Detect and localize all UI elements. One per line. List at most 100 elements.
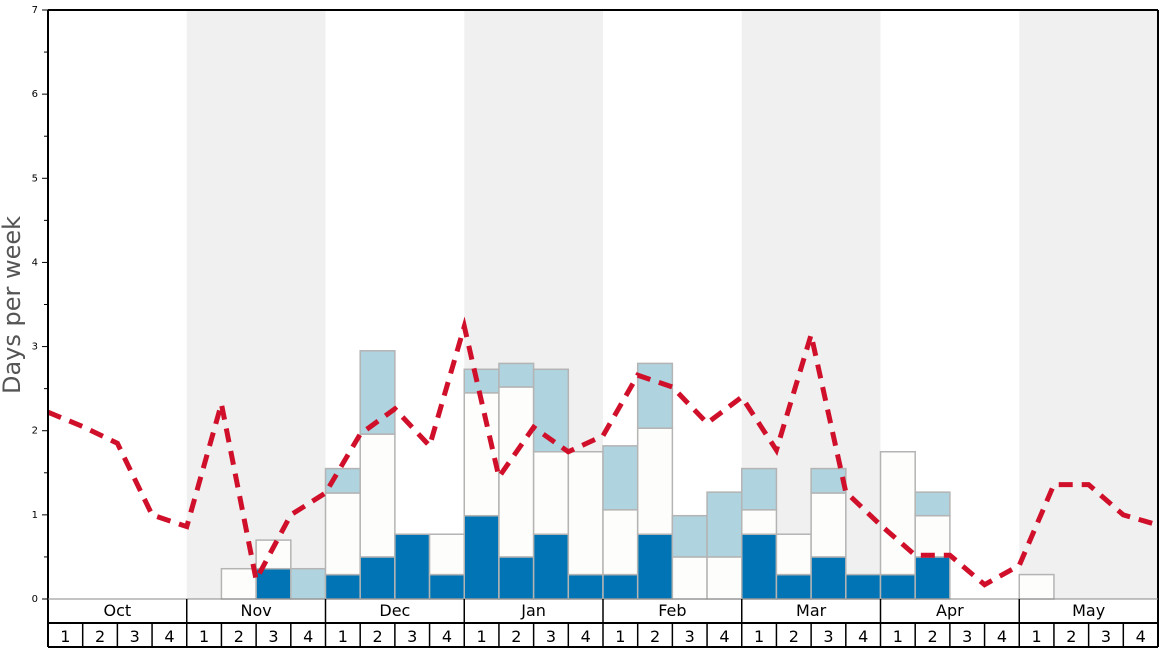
month-shade-nov xyxy=(186,10,326,599)
week-label: 4 xyxy=(442,627,452,646)
y-tick-label: 2 xyxy=(32,426,38,437)
bar-segment-dark xyxy=(394,533,431,600)
month-label-dec: Dec xyxy=(379,601,410,620)
trend-line xyxy=(47,316,1159,588)
week-label: 2 xyxy=(1066,627,1076,646)
bar-segment-dark xyxy=(498,556,535,600)
week-label: 3 xyxy=(685,627,695,646)
bar-segment-dark xyxy=(914,556,951,600)
bar-segment-white xyxy=(671,556,708,600)
week-label: 3 xyxy=(1101,627,1111,646)
week-label: 1 xyxy=(60,627,70,646)
bar-segment-white xyxy=(359,433,396,558)
bar-segment-white xyxy=(1018,573,1055,600)
bar-segment-dark xyxy=(810,556,847,600)
bar-segment-white xyxy=(741,509,778,535)
bar-segment-light xyxy=(741,467,778,511)
y-tick-label: 3 xyxy=(32,342,38,353)
bar-segment-white xyxy=(879,451,916,576)
month-label-apr: Apr xyxy=(936,601,964,620)
week-label: 2 xyxy=(234,627,244,646)
week-label: 1 xyxy=(1032,627,1042,646)
month-shade-may xyxy=(1019,10,1158,599)
bar-segment-white xyxy=(567,451,604,576)
week-label: 4 xyxy=(581,627,591,646)
bar-segment-dark xyxy=(775,573,812,600)
bar-segment-light xyxy=(636,362,674,429)
bar-segment-dark xyxy=(359,556,396,600)
bar-segment-white xyxy=(636,427,674,535)
month-label-jan: Jan xyxy=(520,601,546,620)
bar-segment-white xyxy=(914,514,951,558)
week-label: 4 xyxy=(997,627,1007,646)
week-label: 2 xyxy=(511,627,521,646)
week-label: 1 xyxy=(754,627,764,646)
y-tick-label: 6 xyxy=(32,89,38,100)
week-label: 1 xyxy=(893,627,903,646)
week-label: 4 xyxy=(858,627,868,646)
y-tick-label: 4 xyxy=(32,257,38,268)
week-label: 2 xyxy=(789,627,799,646)
bar-segment-white xyxy=(706,556,743,600)
bar-segment-dark xyxy=(741,533,778,600)
y-tick-label: 5 xyxy=(32,173,38,184)
month-shading xyxy=(186,10,1158,599)
week-label: 3 xyxy=(130,627,140,646)
bar-segment-light xyxy=(290,567,327,600)
week-label: 4 xyxy=(303,627,313,646)
y-tick-label: 1 xyxy=(32,510,38,521)
month-label-mar: Mar xyxy=(796,601,827,620)
bar-segment-white xyxy=(428,533,465,576)
week-label: 4 xyxy=(1136,627,1146,646)
bar-segment-dark xyxy=(532,533,570,600)
bar-segment-dark xyxy=(324,573,361,600)
month-label-may: May xyxy=(1072,601,1105,620)
bar-segment-white xyxy=(602,509,639,576)
week-label: 4 xyxy=(719,627,729,646)
y-axis-label: Days per week xyxy=(0,216,26,394)
bar-segment-white xyxy=(220,567,257,600)
bar-segment-light xyxy=(359,350,396,435)
bar-segment-light xyxy=(498,362,535,388)
bar-segment-dark xyxy=(602,573,639,600)
axes: 0 1 2 3 4 5 6 7 Oct 1 2 3 4 Nov 1 2 3 4 Dec 1 2 3 4 Jan 1 2 3 4 Feb 1… xyxy=(32,5,1159,648)
bar-segment-light xyxy=(671,514,708,558)
bar-segment-dark xyxy=(567,573,604,600)
trend-line-layer xyxy=(47,316,1159,588)
bar-segment-white xyxy=(463,392,500,517)
week-label: 1 xyxy=(338,627,348,646)
month-label-oct: Oct xyxy=(104,601,132,620)
week-label: 2 xyxy=(372,627,382,646)
bar-segment-white xyxy=(532,451,570,535)
bar-segment-dark xyxy=(845,573,882,600)
week-label: 1 xyxy=(477,627,487,646)
y-tick-label: 0 xyxy=(32,594,38,605)
bar-segment-dark xyxy=(636,533,674,600)
week-label: 1 xyxy=(615,627,625,646)
bar-segment-white xyxy=(810,492,847,558)
week-label: 2 xyxy=(95,627,105,646)
week-label: 2 xyxy=(927,627,937,646)
bars xyxy=(220,350,1055,600)
week-label: 3 xyxy=(962,627,972,646)
bar-segment-dark xyxy=(428,573,465,600)
month-label-feb: Feb xyxy=(658,601,686,620)
bar-segment-white xyxy=(775,533,812,576)
bar-segment-light xyxy=(810,467,847,494)
bar-segment-light xyxy=(602,445,639,511)
bar-segment-dark xyxy=(463,514,500,600)
month-label-nov: Nov xyxy=(241,601,272,620)
bar-segment-white xyxy=(324,492,361,576)
week-label: 1 xyxy=(199,627,209,646)
bar-segment-light xyxy=(463,368,500,394)
week-label: 3 xyxy=(823,627,833,646)
bar-segment-light xyxy=(706,491,743,558)
week-label: 4 xyxy=(164,627,174,646)
week-label: 2 xyxy=(650,627,660,646)
week-label: 3 xyxy=(546,627,556,646)
bar-segment-dark xyxy=(879,573,916,600)
bar-segment-light xyxy=(914,491,951,517)
y-tick-label: 7 xyxy=(32,5,38,16)
week-label: 3 xyxy=(268,627,278,646)
